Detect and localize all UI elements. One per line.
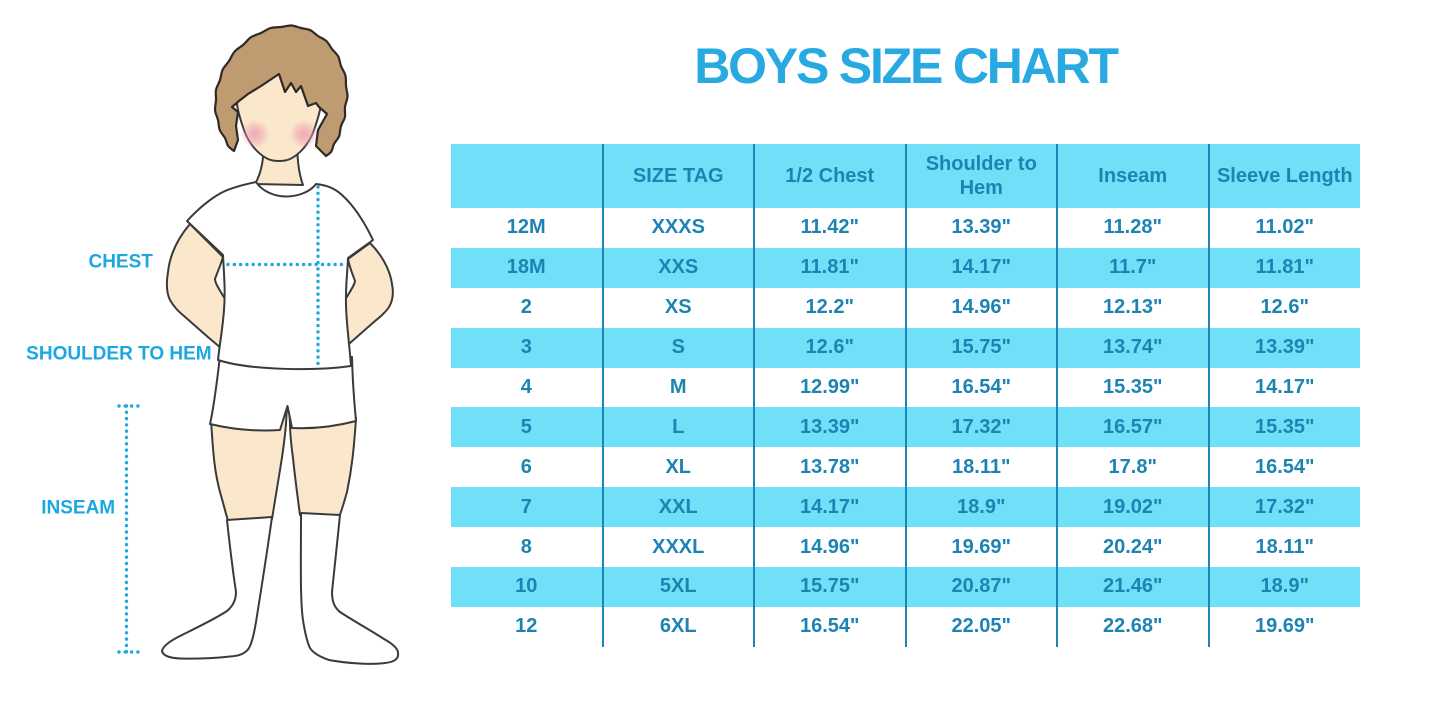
svg-text:SHOULDER TO HEM: SHOULDER TO HEM: [26, 343, 211, 364]
svg-text:CHEST: CHEST: [88, 252, 153, 273]
svg-text:INSEAM: INSEAM: [41, 498, 115, 519]
